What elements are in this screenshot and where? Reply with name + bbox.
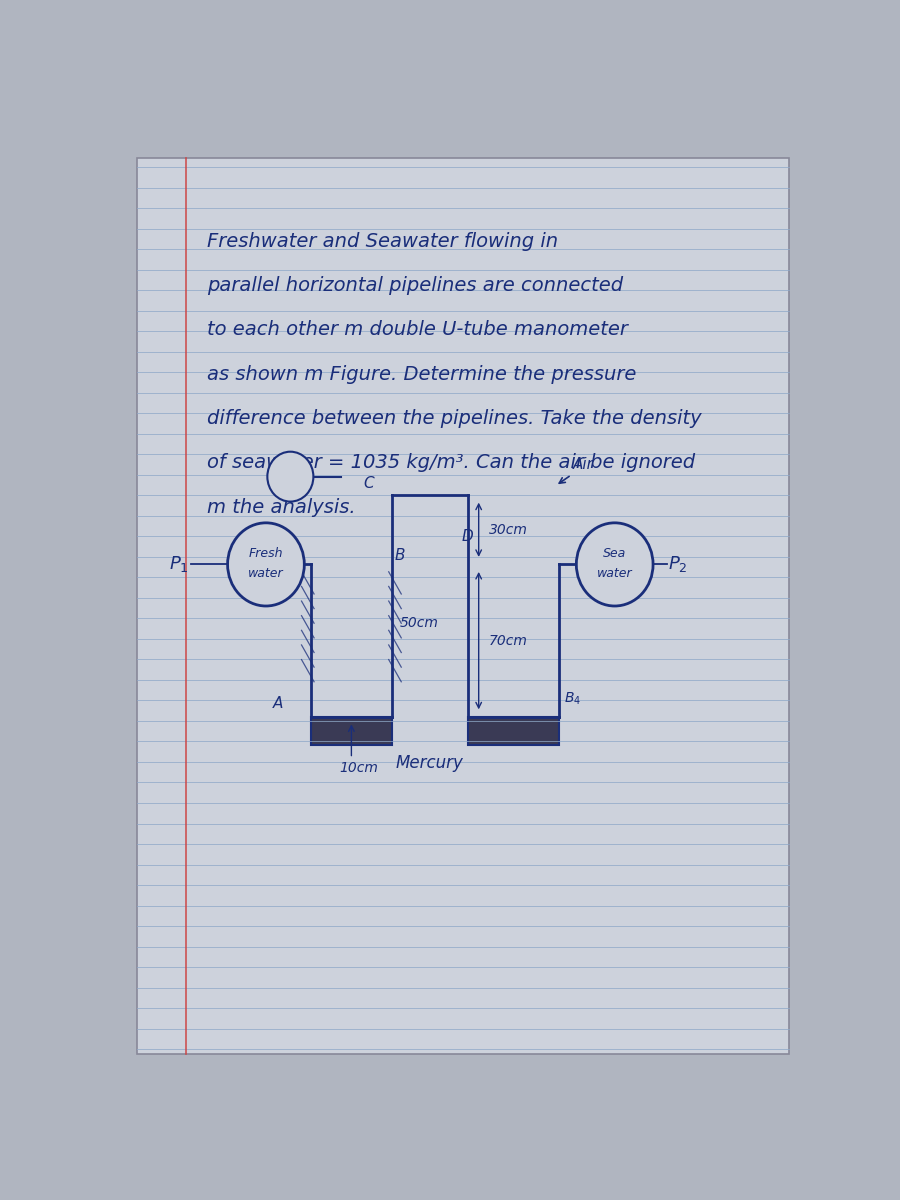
Text: 10cm: 10cm [339,761,378,775]
Text: difference between the pipelines. Take the density: difference between the pipelines. Take t… [207,409,701,428]
Text: 30cm: 30cm [490,523,528,536]
Text: Sea: Sea [603,547,626,560]
Text: 50cm: 50cm [400,616,438,630]
Text: Air: Air [573,457,594,473]
Text: Freshwater and Seawater flowing in: Freshwater and Seawater flowing in [207,232,558,251]
Text: water: water [597,568,633,580]
Polygon shape [311,716,392,744]
Text: as shown m Figure. Determine the pressure: as shown m Figure. Determine the pressur… [207,365,636,384]
Text: Fresh: Fresh [248,547,284,560]
Ellipse shape [228,523,304,606]
Text: parallel horizontal pipelines are connected: parallel horizontal pipelines are connec… [207,276,623,295]
Text: water: water [248,568,284,580]
Text: of seawater = 1035 kg/m³. Can the air be ignored: of seawater = 1035 kg/m³. Can the air be… [207,454,695,473]
Text: $B_4$: $B_4$ [564,691,581,708]
Text: m the analysis.: m the analysis. [207,498,356,517]
Polygon shape [468,716,559,744]
Text: Mercury: Mercury [396,754,464,772]
Text: A: A [273,696,284,710]
Ellipse shape [576,523,653,606]
Text: C: C [364,475,374,491]
Text: D: D [461,529,473,545]
Ellipse shape [267,451,313,502]
Text: B: B [394,547,405,563]
Text: 70cm: 70cm [490,634,528,648]
FancyBboxPatch shape [137,158,789,1054]
Text: $P_1$: $P_1$ [169,554,189,575]
Text: $P_2$: $P_2$ [668,554,688,575]
Text: to each other m double U-tube manometer: to each other m double U-tube manometer [207,320,627,340]
